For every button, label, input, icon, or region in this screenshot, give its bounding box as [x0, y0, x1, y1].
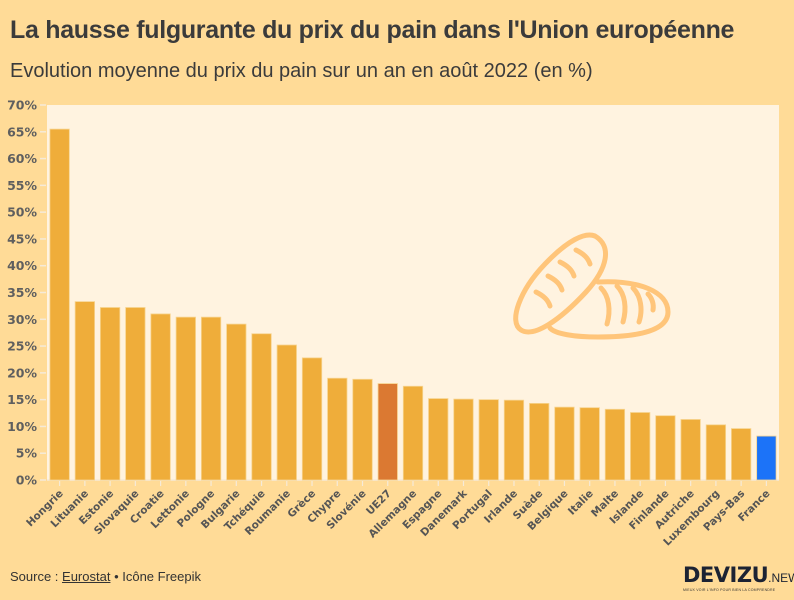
- bar-danemark: [453, 398, 474, 481]
- y-tick-label: 50%: [7, 205, 37, 220]
- source-footer: Source : Eurostat • Icône Freepik: [10, 569, 201, 584]
- bar-autriche: [680, 419, 701, 481]
- y-tick-label: 20%: [7, 365, 37, 380]
- bar-pays-bas: [731, 428, 752, 481]
- bar-pologne: [200, 316, 222, 481]
- bar-luxembourg: [705, 424, 727, 481]
- source-label: Source :: [10, 569, 63, 584]
- bar-estonie: [99, 307, 121, 481]
- devizu-logo[interactable]: DEVIZU.NEWS MIEUX VOIR L'INFO POUR BIEN …: [683, 563, 794, 592]
- bar-italie: [579, 407, 600, 481]
- y-tick-label: 30%: [7, 312, 37, 327]
- bar-france: [756, 435, 777, 481]
- y-tick-label: 55%: [7, 178, 37, 193]
- bar-allemagne: [402, 385, 424, 481]
- y-tick-label: 70%: [7, 98, 37, 113]
- logo-tagline: MIEUX VOIR L'INFO POUR BIEN LA COMPRENDR…: [683, 588, 776, 592]
- bar-islande: [630, 412, 651, 481]
- y-tick-label: 45%: [7, 231, 37, 246]
- bar-roumanie: [276, 344, 297, 481]
- icon-credit: Icône Freepik: [122, 569, 201, 584]
- logo-suffix: .NEWS: [768, 571, 794, 585]
- y-tick-label: 0%: [16, 473, 38, 488]
- bread-icon: [513, 232, 671, 340]
- bar-irlande: [503, 399, 525, 481]
- bar-croatie: [150, 313, 171, 481]
- y-tick-label: 15%: [7, 392, 37, 407]
- y-tick-label: 35%: [7, 285, 37, 300]
- bar-lettonie: [175, 316, 196, 481]
- y-tick-label: 5%: [16, 446, 38, 461]
- chart-title: La hausse fulgurante du prix du pain dan…: [10, 16, 735, 44]
- bar-ue27: [377, 383, 398, 481]
- bar-bulgarie: [226, 323, 247, 481]
- bar-finlande: [655, 415, 676, 481]
- y-tick-label: 25%: [7, 339, 37, 354]
- bar-gr-ce: [301, 357, 323, 481]
- bar-tch-quie: [251, 333, 272, 481]
- y-tick-label: 10%: [7, 419, 37, 434]
- bar-malte: [604, 408, 626, 481]
- y-tick-label: 60%: [7, 151, 37, 166]
- footer-separator: •: [110, 569, 123, 584]
- bar-lituanie: [74, 301, 95, 481]
- bar-hongrie: [49, 128, 70, 481]
- bar-slovaquie: [125, 307, 146, 481]
- bar-su-de: [529, 402, 550, 481]
- logo-brand: DEVIZU: [683, 563, 769, 587]
- y-tick-label: 40%: [7, 258, 37, 273]
- bar-chypre: [327, 377, 348, 481]
- bar-slov-nie: [352, 378, 373, 481]
- bar-espagne: [428, 398, 449, 481]
- y-tick-label: 65%: [7, 124, 37, 139]
- bar-portugal: [478, 399, 499, 481]
- source-link-eurostat[interactable]: Eurostat: [62, 569, 111, 584]
- chart-subtitle: Evolution moyenne du prix du pain sur un…: [10, 60, 593, 82]
- bar-belgique: [554, 406, 575, 481]
